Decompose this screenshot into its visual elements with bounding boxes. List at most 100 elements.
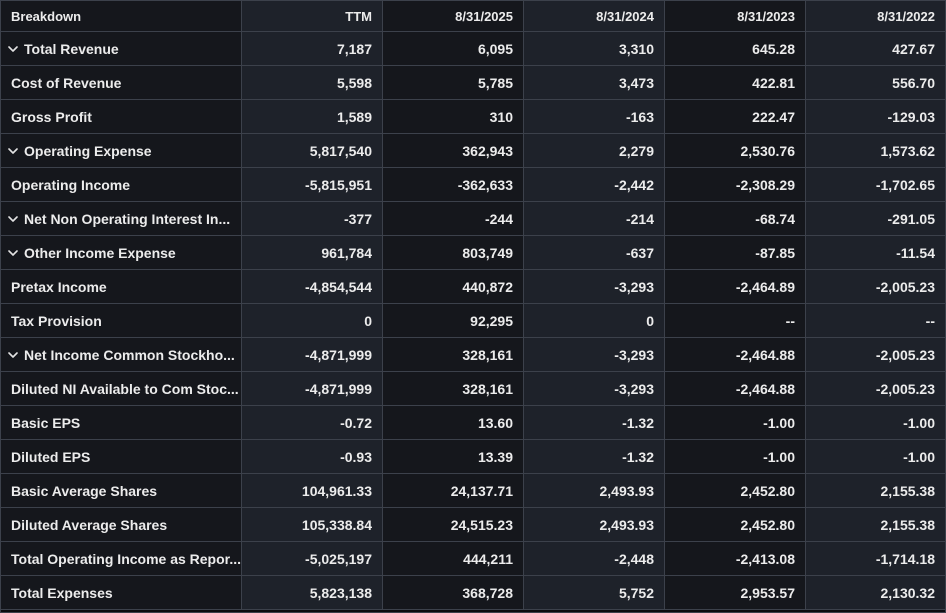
value-cell: 3,310 bbox=[524, 32, 665, 66]
column-header-label: 8/31/2025 bbox=[455, 8, 513, 24]
value-cell: -3,293 bbox=[524, 372, 665, 406]
cell-value: -87.85 bbox=[755, 244, 795, 261]
row-label-cell[interactable]: Operating Expense bbox=[1, 134, 242, 168]
value-cell: -2,308.29 bbox=[665, 168, 806, 202]
cell-value: 5,785 bbox=[477, 74, 513, 91]
cell-value: 5,823,138 bbox=[309, 584, 372, 601]
value-cell: 422.81 bbox=[665, 66, 806, 100]
value-cell: -4,871,999 bbox=[242, 372, 383, 406]
cell-value: -5,025,197 bbox=[305, 550, 372, 567]
value-cell: -2,464.88 bbox=[665, 338, 806, 372]
column-header-date-8-31-2022: 8/31/2022 bbox=[806, 1, 945, 32]
cell-value: 2,155.38 bbox=[880, 516, 936, 533]
cell-value: 1,589 bbox=[336, 108, 372, 125]
row-label: Net Income Common Stockho... bbox=[24, 346, 235, 363]
chevron-down-icon[interactable] bbox=[8, 249, 18, 256]
value-cell: -3,293 bbox=[524, 270, 665, 304]
value-cell: -4,871,999 bbox=[242, 338, 383, 372]
row-label: Diluted NI Available to Com Stoc... bbox=[11, 380, 239, 397]
value-cell: -1.32 bbox=[524, 440, 665, 474]
value-cell: -2,005.23 bbox=[806, 270, 945, 304]
column-header-label: 8/31/2023 bbox=[737, 8, 795, 24]
cell-value: -- bbox=[785, 312, 795, 329]
chevron-down-icon[interactable] bbox=[8, 215, 18, 222]
value-cell: 328,161 bbox=[383, 338, 524, 372]
row-label-cell: Diluted Average Shares bbox=[1, 508, 242, 542]
row-label: Net Non Operating Interest In... bbox=[24, 210, 231, 227]
value-cell: 24,515.23 bbox=[383, 508, 524, 542]
cell-value: 5,752 bbox=[618, 584, 654, 601]
row-label-cell: Pretax Income bbox=[1, 270, 242, 304]
row-label: Diluted EPS bbox=[11, 448, 91, 465]
value-cell: 803,749 bbox=[383, 236, 524, 270]
value-cell: -2,442 bbox=[524, 168, 665, 202]
row-label: Basic Average Shares bbox=[11, 482, 158, 499]
cell-value: 803,749 bbox=[462, 244, 513, 261]
value-cell: 440,872 bbox=[383, 270, 524, 304]
value-cell: 1,589 bbox=[242, 100, 383, 134]
table-row: Cost of Revenue 5,598 5,785 3,473 422.81 556.… bbox=[1, 66, 945, 100]
row-label: Cost of Revenue bbox=[11, 74, 122, 91]
row-label-cell: Basic Average Shares bbox=[1, 474, 242, 508]
chevron-down-icon[interactable] bbox=[8, 351, 18, 358]
value-cell: 556.70 bbox=[806, 66, 945, 100]
cell-value: -2,005.23 bbox=[875, 278, 935, 295]
value-cell: 6,095 bbox=[383, 32, 524, 66]
row-label: Total Revenue bbox=[24, 40, 119, 57]
column-header-label: Breakdown bbox=[11, 8, 82, 24]
cell-value: -1.00 bbox=[903, 414, 935, 431]
value-cell: -2,413.08 bbox=[665, 542, 806, 576]
row-label-cell[interactable]: Net Income Common Stockho... bbox=[1, 338, 242, 372]
cell-value: -1,714.18 bbox=[875, 550, 935, 567]
cell-value: -1.32 bbox=[622, 448, 654, 465]
value-cell: -1.00 bbox=[665, 406, 806, 440]
cell-value: -1.00 bbox=[903, 448, 935, 465]
table-row: Diluted NI Available to Com Stoc... -4,87… bbox=[1, 372, 945, 406]
cell-value: -2,005.23 bbox=[875, 346, 935, 363]
value-cell: -68.74 bbox=[665, 202, 806, 236]
cell-value: 92,295 bbox=[470, 312, 513, 329]
cell-value: -291.05 bbox=[887, 210, 935, 227]
row-label: Basic EPS bbox=[11, 414, 81, 431]
row-label-cell[interactable]: Other Income Expense bbox=[1, 236, 242, 270]
value-cell: -- bbox=[806, 304, 945, 338]
value-cell: 13.60 bbox=[383, 406, 524, 440]
row-label: Pretax Income bbox=[11, 278, 107, 295]
value-cell: -2,005.23 bbox=[806, 338, 945, 372]
cell-value: 0 bbox=[364, 312, 372, 329]
cell-value: -1,702.65 bbox=[875, 176, 935, 193]
cell-value: -11.54 bbox=[896, 244, 935, 261]
row-label-cell[interactable]: Total Revenue bbox=[1, 32, 242, 66]
chevron-down-icon[interactable] bbox=[8, 45, 18, 52]
value-cell: 2,953.57 bbox=[665, 576, 806, 610]
value-cell: 0 bbox=[524, 304, 665, 338]
value-cell: 1,573.62 bbox=[806, 134, 945, 168]
row-label: Operating Expense bbox=[24, 142, 152, 159]
table-row: Net Non Operating Interest In... -377 -244… bbox=[1, 202, 945, 236]
cell-value: -0.93 bbox=[340, 448, 372, 465]
table-row: Diluted Average Shares 105,338.84 24,515.2… bbox=[1, 508, 945, 542]
value-cell: 2,452.80 bbox=[665, 474, 806, 508]
row-label: Tax Provision bbox=[11, 312, 102, 329]
cell-value: 328,161 bbox=[462, 346, 513, 363]
cell-value: 13.39 bbox=[477, 448, 513, 465]
column-header-ttm: TTM bbox=[242, 1, 383, 32]
value-cell: 5,752 bbox=[524, 576, 665, 610]
column-header-label: 8/31/2022 bbox=[877, 8, 935, 24]
chevron-down-icon[interactable] bbox=[8, 147, 18, 154]
cell-value: -2,464.88 bbox=[735, 346, 795, 363]
cell-value: 2,530.76 bbox=[740, 142, 796, 159]
table-row: Total Operating Income as Repor... -5,025… bbox=[1, 542, 945, 576]
table-header-row: Breakdown TTM 8/31/2025 8/31/2024 8/31/2023 8… bbox=[1, 1, 945, 32]
row-label-cell: Total Expenses bbox=[1, 576, 242, 610]
table-row: Other Income Expense 961,784 803,749 -637 -8… bbox=[1, 236, 945, 270]
cell-value: -362,633 bbox=[457, 176, 513, 193]
cell-value: -0.72 bbox=[340, 414, 372, 431]
cell-value: -214 bbox=[625, 210, 654, 227]
cell-value: 5,817,540 bbox=[309, 142, 372, 159]
value-cell: -3,293 bbox=[524, 338, 665, 372]
value-cell: 368,728 bbox=[383, 576, 524, 610]
row-label-cell[interactable]: Net Non Operating Interest In... bbox=[1, 202, 242, 236]
value-cell: 5,817,540 bbox=[242, 134, 383, 168]
row-label: Operating Income bbox=[11, 176, 131, 193]
